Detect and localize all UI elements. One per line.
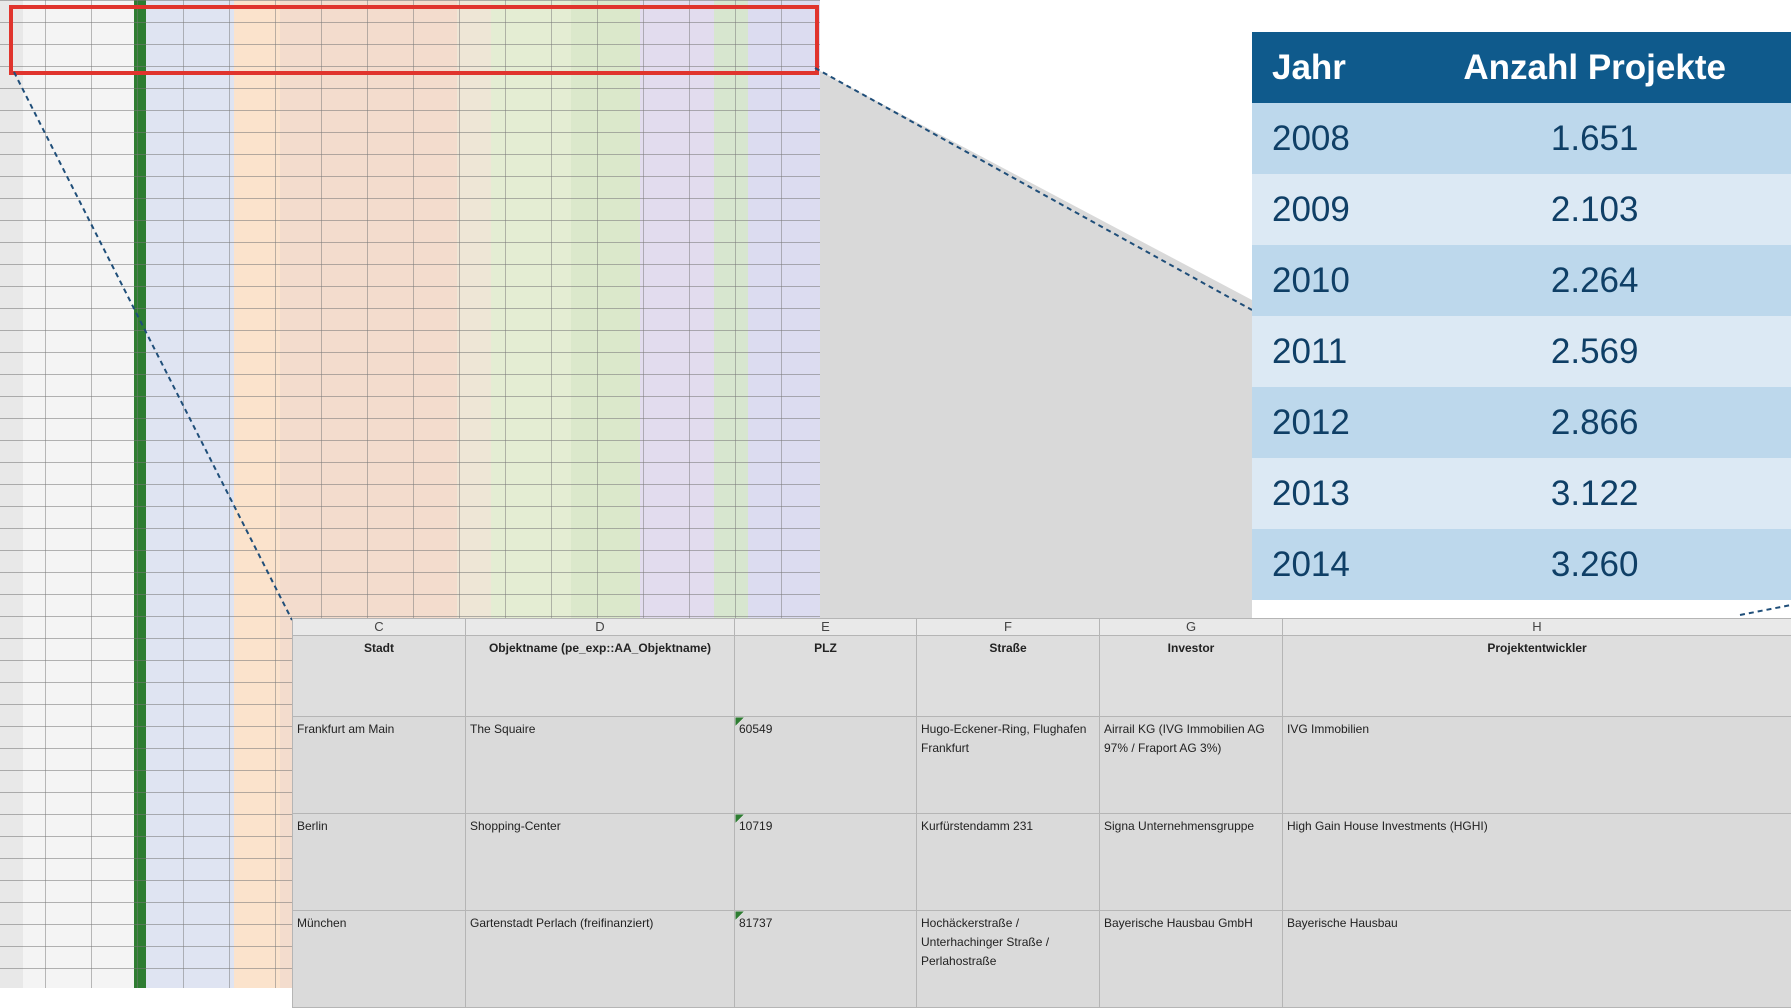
- table-cell: 2009: [1252, 174, 1398, 245]
- column-letter: D: [466, 619, 735, 636]
- header-cell: Jahr: [1252, 32, 1398, 103]
- table-cell: 2013: [1252, 458, 1398, 529]
- sheet-cell: Hugo-Eckener-Ring, Flughafen Frankfurt: [917, 717, 1100, 814]
- table-cell: 2011: [1252, 316, 1398, 387]
- table-cell: 1.651: [1398, 103, 1791, 174]
- sheet-cell: Kurfürstendamm 231: [917, 814, 1100, 911]
- header-cell: Objektname (pe_exp::AA_Objektname): [466, 636, 735, 717]
- table-cell: 3.260: [1398, 529, 1791, 600]
- table-cell: 2014: [1252, 529, 1398, 600]
- column-letter: F: [917, 619, 1100, 636]
- sheet-cell: IVG Immobilien: [1283, 717, 1791, 814]
- table-cell: 2.264: [1398, 245, 1791, 316]
- sheet-cell: Frankfurt am Main: [293, 717, 466, 814]
- column-letter: C: [293, 619, 466, 636]
- header-cell: Investor: [1100, 636, 1283, 717]
- column-letter: H: [1283, 619, 1791, 636]
- table-cell: 3.122: [1398, 458, 1791, 529]
- sheet-cell: 10719: [735, 814, 917, 911]
- sheet-cell: Bayerische Hausbau: [1283, 911, 1791, 1008]
- table-cell: 2008: [1252, 103, 1398, 174]
- sheet-cell: Signa Unternehmensgruppe: [1100, 814, 1283, 911]
- table-cell: 2012: [1252, 387, 1398, 458]
- header-cell: Straße: [917, 636, 1100, 717]
- sheet-cell: Berlin: [293, 814, 466, 911]
- sheet-cell: Gartenstadt Perlach (freifinanziert): [466, 911, 735, 1008]
- header-cell: Anzahl Projekte: [1398, 32, 1791, 103]
- sheet-cell: 81737: [735, 911, 917, 1008]
- header-cell: Projektentwickler: [1283, 636, 1791, 717]
- zoom-shadow: [820, 71, 1252, 619]
- sheet-cell: 60549: [735, 717, 917, 814]
- connector-line: [1740, 605, 1791, 615]
- column-letter: E: [735, 619, 917, 636]
- header-cell: PLZ: [735, 636, 917, 717]
- table-cell: 2.103: [1398, 174, 1791, 245]
- sheet-cell: The Squaire: [466, 717, 735, 814]
- table-cell: 2010: [1252, 245, 1398, 316]
- sheet-cell: München: [293, 911, 466, 1008]
- sheet-cell: Hochäckerstraße / Unterhachinger Straße …: [917, 911, 1100, 1008]
- table-cell: 2.569: [1398, 316, 1791, 387]
- sheet-cell: Shopping-Center: [466, 814, 735, 911]
- header-cell: Stadt: [293, 636, 466, 717]
- page: JahrAnzahl Projekte20081.65120092.103201…: [0, 0, 1791, 988]
- sheet-cell: Bayerische Hausbau GmbH: [1100, 911, 1283, 1008]
- sheet-cell: Airrail KG (IVG Immobilien AG 97% / Frap…: [1100, 717, 1283, 814]
- column-letter: G: [1100, 619, 1283, 636]
- table-cell: 2.866: [1398, 387, 1791, 458]
- sheet-cell: High Gain House Investments (HGHI): [1283, 814, 1791, 911]
- connector-line: [14, 72, 292, 620]
